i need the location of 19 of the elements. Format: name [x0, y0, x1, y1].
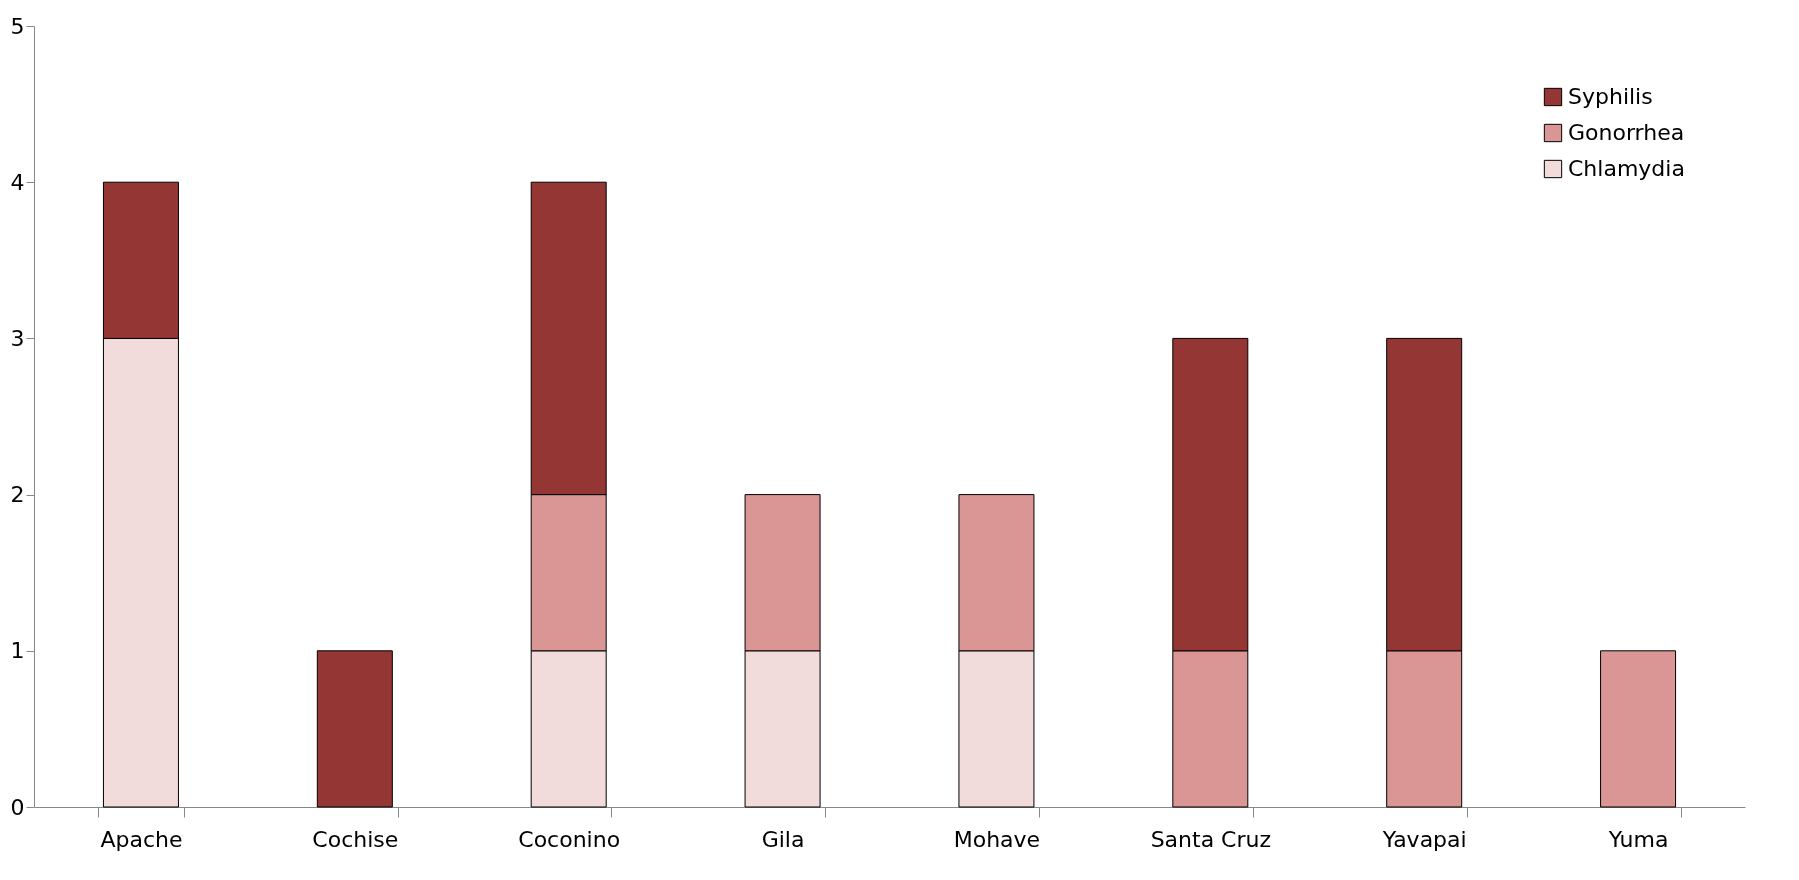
y-tick-label: 1 [10, 638, 25, 664]
x-tick-label: Gila [761, 826, 805, 852]
x-tick-label: Coconino [518, 826, 621, 852]
y-tick-label: 0 [10, 794, 25, 820]
y-tick-label: 3 [10, 325, 25, 351]
x-tick-label: Cochise [312, 826, 399, 852]
x-tick-label: Santa Cruz [1150, 826, 1272, 852]
bar [1600, 650, 1677, 808]
legend-label: Syphilis [1568, 84, 1653, 109]
y-tick-label: 4 [10, 169, 25, 195]
y-tick-label: 5 [10, 13, 25, 39]
bar [316, 650, 393, 808]
legend-label: Chlamydia [1568, 156, 1685, 181]
x-tick-label: Apache [100, 826, 183, 852]
y-tick-label: 2 [10, 482, 25, 508]
x-tick-label: Yavapai [1381, 826, 1467, 852]
x-tick-label: Yuma [1607, 826, 1669, 852]
legend-label: Gonorrhea [1568, 120, 1685, 145]
x-tick-label: Mohave [953, 826, 1041, 852]
